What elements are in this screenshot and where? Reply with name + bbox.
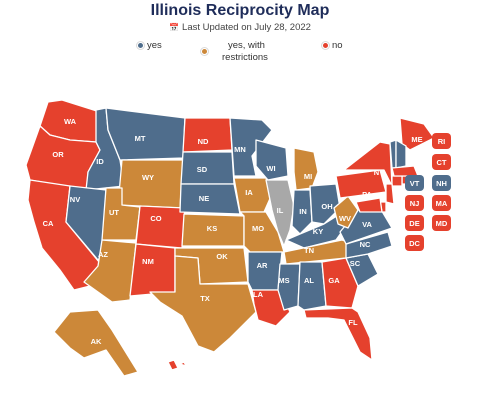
state-mt[interactable]: [105, 107, 186, 161]
legend-no-label: no: [332, 40, 343, 51]
legend-restricted-dot: [201, 48, 208, 55]
legend-yes-label: yes: [147, 40, 162, 51]
state-label-va: VA: [362, 220, 372, 229]
state-al[interactable]: [297, 261, 327, 311]
state-hi[interactable]: [167, 359, 187, 371]
state-label-sc: SC: [350, 259, 361, 268]
state-ia[interactable]: [233, 177, 273, 213]
state-label-me: ME: [411, 135, 422, 144]
state-label-ny: NY: [374, 168, 384, 177]
state-label-ut: UT: [109, 208, 119, 217]
state-nm[interactable]: [129, 243, 176, 297]
state-ct[interactable]: [391, 175, 403, 187]
state-ar[interactable]: [247, 251, 283, 291]
state-label-az: AZ: [98, 250, 108, 259]
state-button-ct[interactable]: CT: [432, 154, 451, 170]
legend-restricted-label-1: yes, with: [228, 40, 265, 51]
state-label-wy: WY: [142, 173, 154, 182]
state-button-ri[interactable]: RI: [432, 133, 451, 149]
legend-restricted-label-2: restrictions: [222, 52, 268, 63]
state-label-il: IL: [277, 206, 284, 215]
state-ny[interactable]: [343, 141, 393, 187]
state-in[interactable]: [291, 189, 313, 235]
state-ne[interactable]: [179, 183, 241, 215]
state-button-vt[interactable]: VT: [405, 175, 424, 191]
state-label-tx: TX: [200, 294, 210, 303]
state-label-mn: MN: [234, 145, 246, 154]
state-label-wa: WA: [64, 117, 77, 126]
state-nh[interactable]: [395, 139, 407, 169]
state-md[interactable]: [355, 197, 383, 213]
state-label-nm: NM: [142, 257, 154, 266]
state-label-al: AL: [304, 276, 314, 285]
state-label-ca: CA: [43, 219, 54, 228]
last-updated: 📅 Last Updated on July 28, 2022: [0, 22, 480, 33]
state-nd[interactable]: [182, 117, 233, 153]
state-label-mo: MO: [252, 224, 264, 233]
state-label-la: LA: [253, 290, 264, 299]
state-label-ms: MS: [278, 276, 289, 285]
state-button-nj[interactable]: NJ: [405, 195, 424, 211]
state-label-hi: HI: [163, 369, 171, 378]
state-label-in: IN: [299, 207, 307, 216]
state-label-ga: GA: [328, 276, 340, 285]
state-button-de[interactable]: DE: [405, 215, 424, 231]
state-label-nv: NV: [70, 195, 80, 204]
legend-yes-dot: [137, 42, 144, 49]
state-il[interactable]: [265, 179, 295, 247]
state-ga[interactable]: [321, 257, 359, 309]
state-label-or: OR: [52, 150, 64, 159]
state-co[interactable]: [135, 205, 186, 249]
state-label-nd: ND: [198, 137, 209, 146]
state-label-id: ID: [96, 157, 104, 166]
state-sd[interactable]: [180, 151, 235, 185]
last-updated-text: Last Updated on July 28, 2022: [182, 22, 311, 33]
state-me[interactable]: [399, 117, 435, 151]
state-button-ma[interactable]: MA: [432, 195, 451, 211]
state-label-nc: NC: [360, 240, 371, 249]
page-title: Illinois Reciprocity Map: [150, 2, 330, 19]
state-mn[interactable]: [229, 117, 273, 177]
state-label-ia: IA: [245, 188, 253, 197]
state-label-wv: WV: [339, 214, 351, 223]
state-label-ne: NE: [199, 194, 209, 203]
state-label-ar: AR: [257, 261, 268, 270]
state-tx[interactable]: [149, 255, 257, 353]
state-label-wi: WI: [266, 164, 275, 173]
state-ms[interactable]: [277, 263, 301, 311]
state-wy[interactable]: [117, 159, 184, 209]
legend-no-dot: [322, 42, 329, 49]
state-label-oh: OH: [321, 202, 332, 211]
state-button-dc[interactable]: DC: [405, 235, 424, 251]
state-nc[interactable]: [345, 231, 393, 259]
state-label-mi: MI: [304, 172, 312, 181]
state-ak[interactable]: [53, 309, 139, 377]
state-label-pa: PA: [362, 190, 372, 199]
state-wv[interactable]: [333, 195, 359, 229]
state-label-fl: FL: [348, 318, 358, 327]
state-oh[interactable]: [309, 183, 341, 225]
state-button-md[interactable]: MD: [432, 215, 451, 231]
state-label-ks: KS: [207, 224, 217, 233]
state-label-mt: MT: [135, 134, 146, 143]
state-label-ok: OK: [216, 252, 228, 261]
state-label-tn: TN: [304, 246, 314, 255]
state-button-nh[interactable]: NH: [432, 175, 451, 191]
state-wi[interactable]: [255, 139, 289, 181]
state-label-ky: KY: [313, 227, 323, 236]
state-label-ak: AK: [91, 337, 102, 346]
state-label-sd: SD: [197, 165, 208, 174]
state-mi[interactable]: [293, 147, 319, 191]
calendar-icon: 📅: [169, 23, 180, 32]
state-nj[interactable]: [385, 183, 395, 205]
state-label-co: CO: [150, 214, 161, 223]
state-fl[interactable]: [303, 307, 373, 361]
